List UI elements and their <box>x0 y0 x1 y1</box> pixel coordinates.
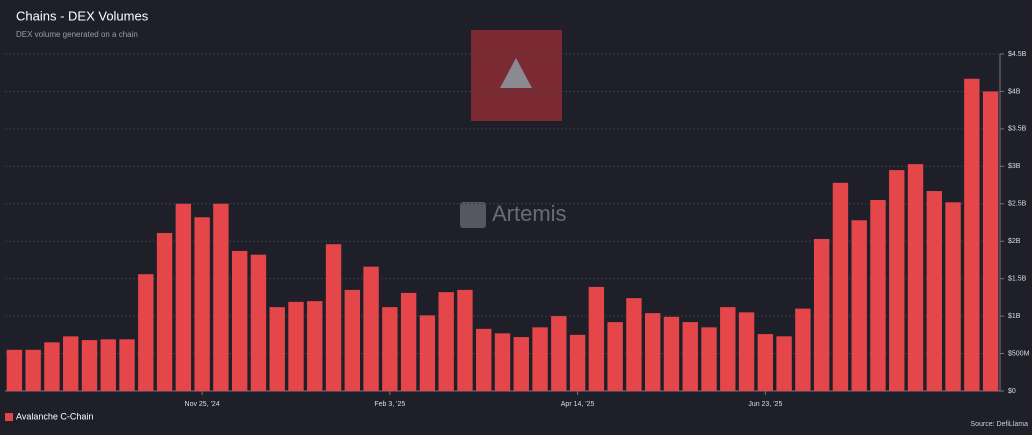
bar <box>175 203 192 391</box>
bar <box>194 217 210 391</box>
bar <box>156 232 173 391</box>
bar <box>776 336 792 391</box>
bar <box>25 349 41 391</box>
bar <box>44 342 60 391</box>
x-tick-label: Feb 3, '25 <box>374 401 405 408</box>
bar <box>81 340 98 391</box>
y-tick-label: $500M <box>1008 350 1030 357</box>
chart-subtitle: DEX volume generated on a chain <box>16 30 138 39</box>
bar <box>382 307 398 391</box>
bar <box>588 286 605 391</box>
bar <box>870 200 886 391</box>
bar <box>457 289 473 391</box>
bar <box>269 307 285 391</box>
bar <box>288 301 304 391</box>
bar <box>982 91 999 391</box>
y-tick-label: $1B <box>1008 313 1021 320</box>
bar <box>945 202 961 391</box>
bar <box>964 78 980 392</box>
bar <box>307 301 323 391</box>
y-tick-label: $4.5B <box>1008 51 1027 58</box>
bar <box>138 274 154 391</box>
bar <box>813 238 830 391</box>
bar <box>851 220 867 391</box>
legend-label: Avalanche C-Chain <box>16 411 93 421</box>
logo-mark <box>500 58 532 88</box>
y-tick-label: $1.5B <box>1008 276 1027 283</box>
bar <box>607 322 623 391</box>
bar <box>119 339 135 391</box>
bar <box>720 307 736 391</box>
bar <box>663 316 680 391</box>
bar <box>513 337 529 391</box>
bar <box>438 292 454 391</box>
y-tick-label: $0 <box>1008 388 1016 395</box>
bar <box>419 315 436 391</box>
bar <box>344 289 361 391</box>
bar <box>701 327 717 391</box>
bar <box>494 333 511 391</box>
legend-swatch <box>5 413 13 421</box>
source: Source: DefiLlama <box>970 421 1028 428</box>
bar <box>400 292 417 391</box>
y-tick-label: $2.5B <box>1008 201 1027 208</box>
y-tick-label: $4B <box>1008 88 1021 95</box>
bar <box>682 322 698 391</box>
bar <box>532 327 548 391</box>
y-tick-label: $2B <box>1008 238 1021 245</box>
bar <box>569 334 586 391</box>
bar <box>551 316 567 391</box>
bar <box>6 349 23 391</box>
watermark-icon <box>460 202 486 228</box>
bar <box>476 328 492 391</box>
bar <box>832 182 849 391</box>
bar <box>757 334 774 391</box>
chart-title: Chains - DEX Volumes <box>16 8 149 23</box>
bar <box>889 170 905 391</box>
bar <box>250 254 267 391</box>
y-tick-label: $3B <box>1008 163 1021 170</box>
bar <box>626 298 642 391</box>
watermark: Artemis <box>492 201 567 226</box>
x-tick-label: Nov 25, '24 <box>185 401 220 408</box>
bar <box>795 308 811 391</box>
x-tick-label: Apr 14, '25 <box>561 401 595 408</box>
bar <box>738 312 755 391</box>
bar <box>63 336 79 391</box>
bar <box>907 164 924 391</box>
y-tick-label: $3.5B <box>1008 126 1027 133</box>
bar <box>325 244 342 391</box>
bar <box>926 191 942 391</box>
x-tick-label: Jun 23, '25 <box>748 401 782 408</box>
bar <box>231 250 248 391</box>
bar <box>644 313 661 391</box>
bar <box>213 203 229 391</box>
bar <box>363 266 379 391</box>
bar <box>100 339 116 391</box>
